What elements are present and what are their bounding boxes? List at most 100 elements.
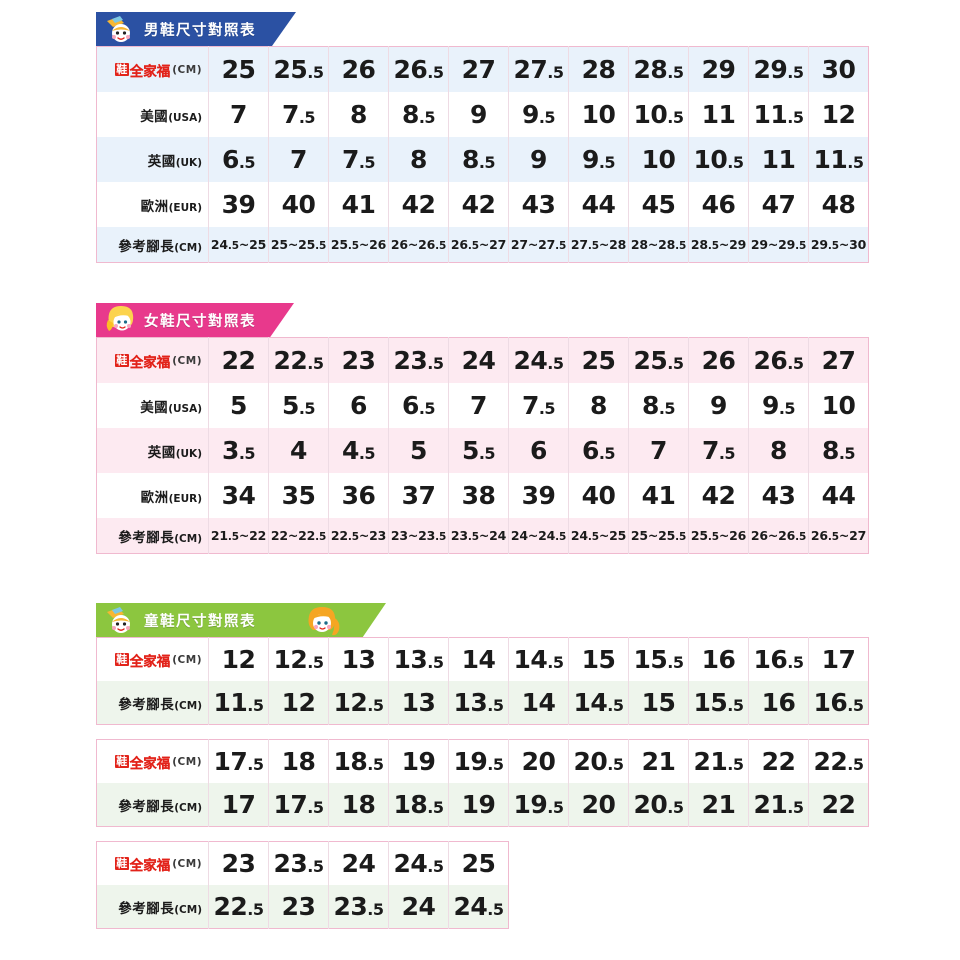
row-label-unit: (UK): [175, 447, 202, 460]
brand-name: 全家福: [129, 857, 171, 874]
kids-section-banner: 童鞋尺寸對照表: [96, 603, 869, 637]
row-label-英國: 英國(UK): [96, 137, 209, 182]
row-label-英國: 英國(UK): [96, 428, 209, 473]
size-cell: 22~22.5: [268, 518, 329, 554]
banner-shape: [96, 12, 296, 46]
row-label-unit: (CM): [174, 801, 202, 814]
row-label-text: 歐洲: [140, 489, 169, 506]
size-cell: 9.5: [748, 383, 809, 428]
size-cell: 16.5: [808, 681, 869, 725]
size-cell: 9.5: [508, 92, 569, 137]
size-cell: 29.5~30: [808, 227, 869, 263]
size-cell: 22: [808, 783, 869, 827]
size-cell: 21.5: [748, 783, 809, 827]
size-cell: 5.5: [268, 383, 329, 428]
size-cell: 17: [808, 637, 869, 681]
size-cell: 24: [328, 841, 389, 885]
row-label-unit: (EUR): [168, 492, 202, 505]
row-label-unit: (USA): [168, 111, 202, 124]
size-cell: 11: [748, 137, 809, 182]
size-cell: 37: [388, 473, 449, 518]
size-cell: 26: [688, 337, 749, 383]
size-cell: 8: [748, 428, 809, 473]
kids-table-blocks: 鞋全家福 (CM) 12 12.5 13 13.5 14 14.5 15 15.5 16 16.5 17…: [96, 637, 869, 929]
size-cell: 12.5: [268, 637, 329, 681]
row-label-text: 歐洲: [140, 198, 169, 215]
size-cell: 11.5: [208, 681, 269, 725]
size-cell: 25~25.5: [268, 227, 329, 263]
size-cell: 8.5: [628, 383, 689, 428]
size-cell: 7: [448, 383, 509, 428]
size-cell: 5: [388, 428, 449, 473]
size-cell: 28~28.5: [628, 227, 689, 263]
size-cell: 27: [448, 46, 509, 92]
size-cell: 24: [388, 885, 449, 929]
size-cell: 4.5: [328, 428, 389, 473]
size-cell: 12: [808, 92, 869, 137]
size-cell: 11.5: [748, 92, 809, 137]
girl-mascot-icon: [301, 604, 343, 638]
table-row: 參考腳長(CM) 24.5~25 25~25.5 25.5~26 26~26.5 26.5…: [96, 227, 869, 263]
size-cell: 23.5: [328, 885, 389, 929]
size-cell: 42: [388, 182, 449, 227]
size-cell: 13: [388, 681, 449, 725]
size-cell: 26.5~27: [448, 227, 509, 263]
size-cell: 17: [208, 783, 269, 827]
row-label-參考腳長: 參考腳長(CM): [96, 227, 209, 263]
table-row: 美國(USA) 7 7.5 8 8.5 9 9.5 10 10.5 11 11.5 12: [96, 92, 869, 137]
size-cell: 41: [328, 182, 389, 227]
size-cell: 28.5~29: [688, 227, 749, 263]
size-cell: 41: [628, 473, 689, 518]
brand-logo: 鞋全家福 (CM): [115, 650, 202, 670]
size-cell: 9.5: [568, 137, 629, 182]
size-cell: 23.5~24: [448, 518, 509, 554]
table-row: 參考腳長(CM) 11.5 12 12.5 13 13.5 14 14.5 15 15.5 16 16…: [96, 681, 869, 725]
size-cell: 44: [808, 473, 869, 518]
size-cell: 42: [448, 182, 509, 227]
size-cell: 24.5: [508, 337, 569, 383]
mens-size-section: 男鞋尺寸對照表 鞋全家福 (CM) 25 25.5 26 26.5 27 27.5 28 28.5…: [96, 12, 869, 263]
row-label-參考腳長: 參考腳長(CM): [96, 518, 209, 554]
size-cell: 26.5: [748, 337, 809, 383]
size-cell: 8.5: [808, 428, 869, 473]
brand-box-char: 鞋: [115, 653, 129, 666]
size-cell: 9: [508, 137, 569, 182]
size-cell: 23: [268, 885, 329, 929]
size-cell: 10.5: [628, 92, 689, 137]
size-cell: 7: [628, 428, 689, 473]
size-cell: 22.5~23: [328, 518, 389, 554]
size-cell: 10.5: [688, 137, 749, 182]
size-cell: 47: [748, 182, 809, 227]
size-cell: 20: [568, 783, 629, 827]
size-cell: 7.5: [508, 383, 569, 428]
size-cell: 13.5: [388, 637, 449, 681]
size-cell: 22.5: [808, 739, 869, 783]
table-row: 歐洲(EUR) 34 35 36 37 38 39 40 41 42 43 44: [96, 473, 869, 518]
row-label-brand: 鞋全家福 (CM): [96, 637, 209, 681]
row-label-參考腳長: 參考腳長(CM): [96, 783, 209, 827]
size-cell: 18: [268, 739, 329, 783]
size-cell: 29~29.5: [748, 227, 809, 263]
size-cell: 40: [568, 473, 629, 518]
row-label-unit: (CM): [174, 699, 202, 712]
size-cell: 5.5: [448, 428, 509, 473]
size-cell: 6.5: [388, 383, 449, 428]
size-cell: 10: [628, 137, 689, 182]
size-cell: 25: [568, 337, 629, 383]
size-cell: 9: [448, 92, 509, 137]
table-row: 參考腳長(CM) 17 17.5 18 18.5 19 19.5 20 20.5 21 21.5 22: [96, 783, 869, 827]
row-label-美國: 美國(USA): [96, 92, 209, 137]
size-cell: 13.5: [448, 681, 509, 725]
size-cell: 27.5: [508, 46, 569, 92]
size-cell: 28.5: [628, 46, 689, 92]
size-cell: 42: [688, 473, 749, 518]
size-cell: 15: [628, 681, 689, 725]
size-cell: 27.5~28: [568, 227, 629, 263]
brand-name: 全家福: [129, 63, 171, 80]
size-cell: 14: [448, 637, 509, 681]
table-row: 英國(UK) 6.5 7 7.5 8 8.5 9 9.5 10 10.5 11 11.5: [96, 137, 869, 182]
size-cell: 24.5~25: [568, 518, 629, 554]
size-cell: 18.5: [328, 739, 389, 783]
table-row: 鞋全家福 (CM) 23 23.5 24 24.5 25: [96, 841, 509, 885]
size-cell: 7.5: [328, 137, 389, 182]
